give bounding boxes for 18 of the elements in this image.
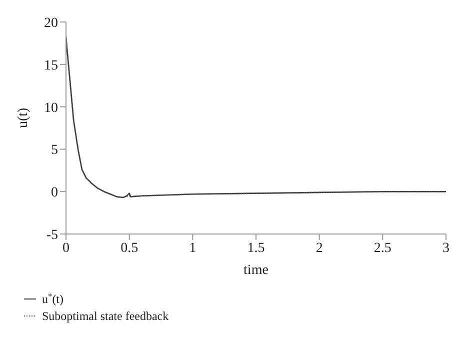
legend-label: Suboptimal state feedback bbox=[42, 309, 169, 323]
y-tick-label: 10 bbox=[44, 100, 58, 116]
y-tick-label: 20 bbox=[44, 16, 58, 31]
x-tick-label: 1.5 bbox=[247, 240, 265, 256]
legend-label: u$^{*}$(t) bbox=[42, 292, 64, 306]
y-tick-label: -5 bbox=[46, 228, 58, 243]
y-tick-label: 5 bbox=[51, 143, 58, 158]
x-tick-label: 2 bbox=[316, 240, 323, 256]
line-series bbox=[66, 36, 446, 198]
x-tick-label: 2.5 bbox=[374, 240, 392, 256]
y-tick-label: 15 bbox=[44, 58, 58, 74]
x-tick-label: 0.5 bbox=[120, 240, 138, 256]
y-tick-label: 0 bbox=[51, 186, 58, 201]
x-axis-title: time bbox=[244, 263, 268, 278]
x-tick-label: 1 bbox=[189, 240, 196, 256]
y-axis-title: u(t) bbox=[16, 107, 31, 128]
x-tick-label: 0 bbox=[62, 240, 70, 256]
x-tick-label: 3 bbox=[442, 240, 450, 256]
